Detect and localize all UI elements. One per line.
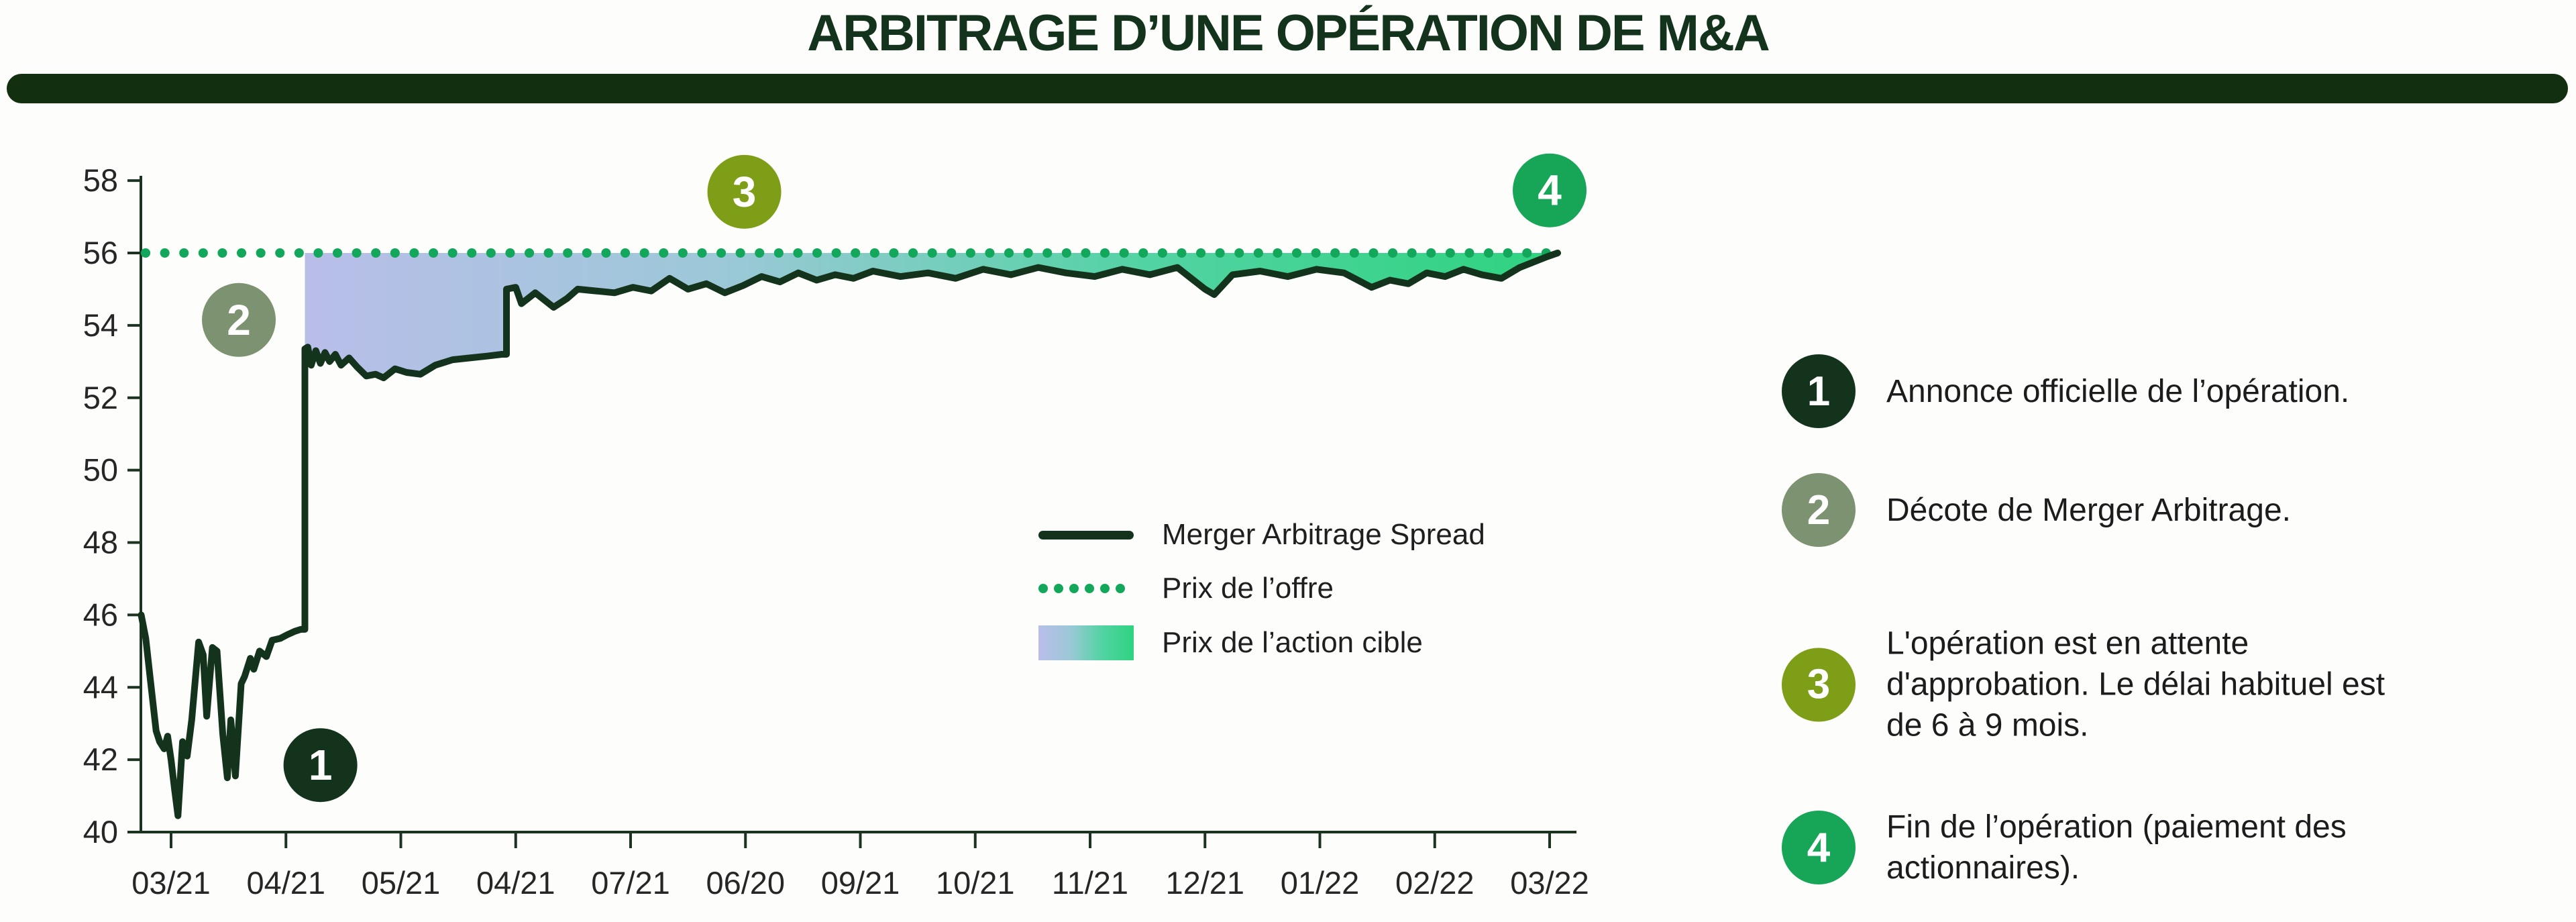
x-tick-label: 09/21	[821, 865, 900, 901]
x-tick-label: 05/21	[362, 865, 441, 901]
x-tick-label: 07/21	[591, 865, 670, 901]
chart-badge-3-number: 3	[733, 168, 757, 216]
y-tick-label: 56	[83, 235, 118, 270]
chart-badge-4-circle	[1513, 153, 1587, 227]
merger-arbitrage-spread-line	[138, 250, 1561, 819]
y-tick-label: 58	[83, 162, 118, 198]
chart-badge-1-circle	[283, 728, 358, 803]
x-tick-label: 11/21	[1052, 865, 1128, 901]
gradient-area-swatch	[1038, 625, 1134, 660]
x-tick-label: 04/21	[476, 865, 555, 901]
chart-badge-1-number: 1	[309, 741, 333, 789]
x-tick-label: 03/22	[1510, 865, 1589, 901]
offer-dots-swatch	[1038, 584, 1125, 593]
annotation-row-4: 4 Fin de l’opération (paiement des actio…	[1782, 807, 2553, 888]
step-3-badge: 3	[1782, 648, 1856, 721]
annotation-text-4: Fin de l’opération (paiement des actionn…	[1886, 809, 2347, 886]
title-underline-bar	[7, 74, 2568, 103]
chart-badge-2-circle	[202, 283, 276, 357]
annotation-row-2: 2 Décote de Merger Arbitrage.	[1782, 473, 2553, 547]
y-tick-label: 50	[83, 452, 118, 488]
chart-legend: Merger Arbitrage Spread Prix de l’offre …	[1038, 518, 1485, 660]
legend-label: Merger Arbitrage Spread	[1162, 518, 1485, 551]
x-tick-label: 02/22	[1395, 865, 1474, 901]
x-tick-label: 10/21	[936, 865, 1015, 901]
y-tick-label: 46	[83, 597, 118, 632]
x-tick-label: 12/21	[1165, 865, 1244, 901]
step-1-badge: 1	[1782, 354, 1856, 428]
legend-item-spread: Merger Arbitrage Spread	[1038, 518, 1485, 552]
annotation-row-1: 1 Annonce officielle de l’opération.	[1782, 354, 2553, 428]
x-tick-label: 03/21	[131, 865, 211, 901]
y-tick-label: 44	[83, 669, 118, 705]
y-tick-label: 48	[83, 525, 118, 560]
x-tick-label: 01/22	[1281, 865, 1360, 901]
legend-item-offer: Prix de l’offre	[1038, 572, 1485, 605]
y-tick-label: 42	[83, 741, 118, 777]
annotation-row-3: 3 L'opération est en attente d'approbati…	[1782, 623, 2553, 746]
annotation-text-3: L'opération est en attente d'approbation…	[1886, 625, 2385, 744]
y-tick-label: 54	[83, 307, 118, 343]
step-4-badge: 4	[1782, 811, 1856, 884]
chart-badge-3-circle	[707, 154, 782, 229]
x-tick-label: 04/21	[246, 865, 325, 901]
y-tick-label: 52	[83, 380, 118, 415]
step-2-badge: 2	[1782, 473, 1856, 547]
target-price-area	[305, 253, 1558, 378]
page-title: ARBITRAGE D’UNE OPÉRATION DE M&A	[807, 5, 1770, 62]
legend-item-target-price: Prix de l’action cible	[1038, 625, 1485, 660]
spread-line-swatch	[1038, 530, 1134, 540]
y-tick-label: 40	[83, 814, 118, 850]
chart-badge-4-number: 4	[1538, 166, 1562, 215]
chart-badge-2-number: 2	[227, 296, 251, 344]
x-tick-label: 06/20	[706, 865, 785, 901]
legend-label: Prix de l’action cible	[1162, 626, 1423, 659]
legend-label: Prix de l’offre	[1162, 572, 1334, 605]
annotation-text-1: Annonce officielle de l’opération.	[1886, 373, 2350, 409]
annotation-text-2: Décote de Merger Arbitrage.	[1886, 492, 2291, 528]
